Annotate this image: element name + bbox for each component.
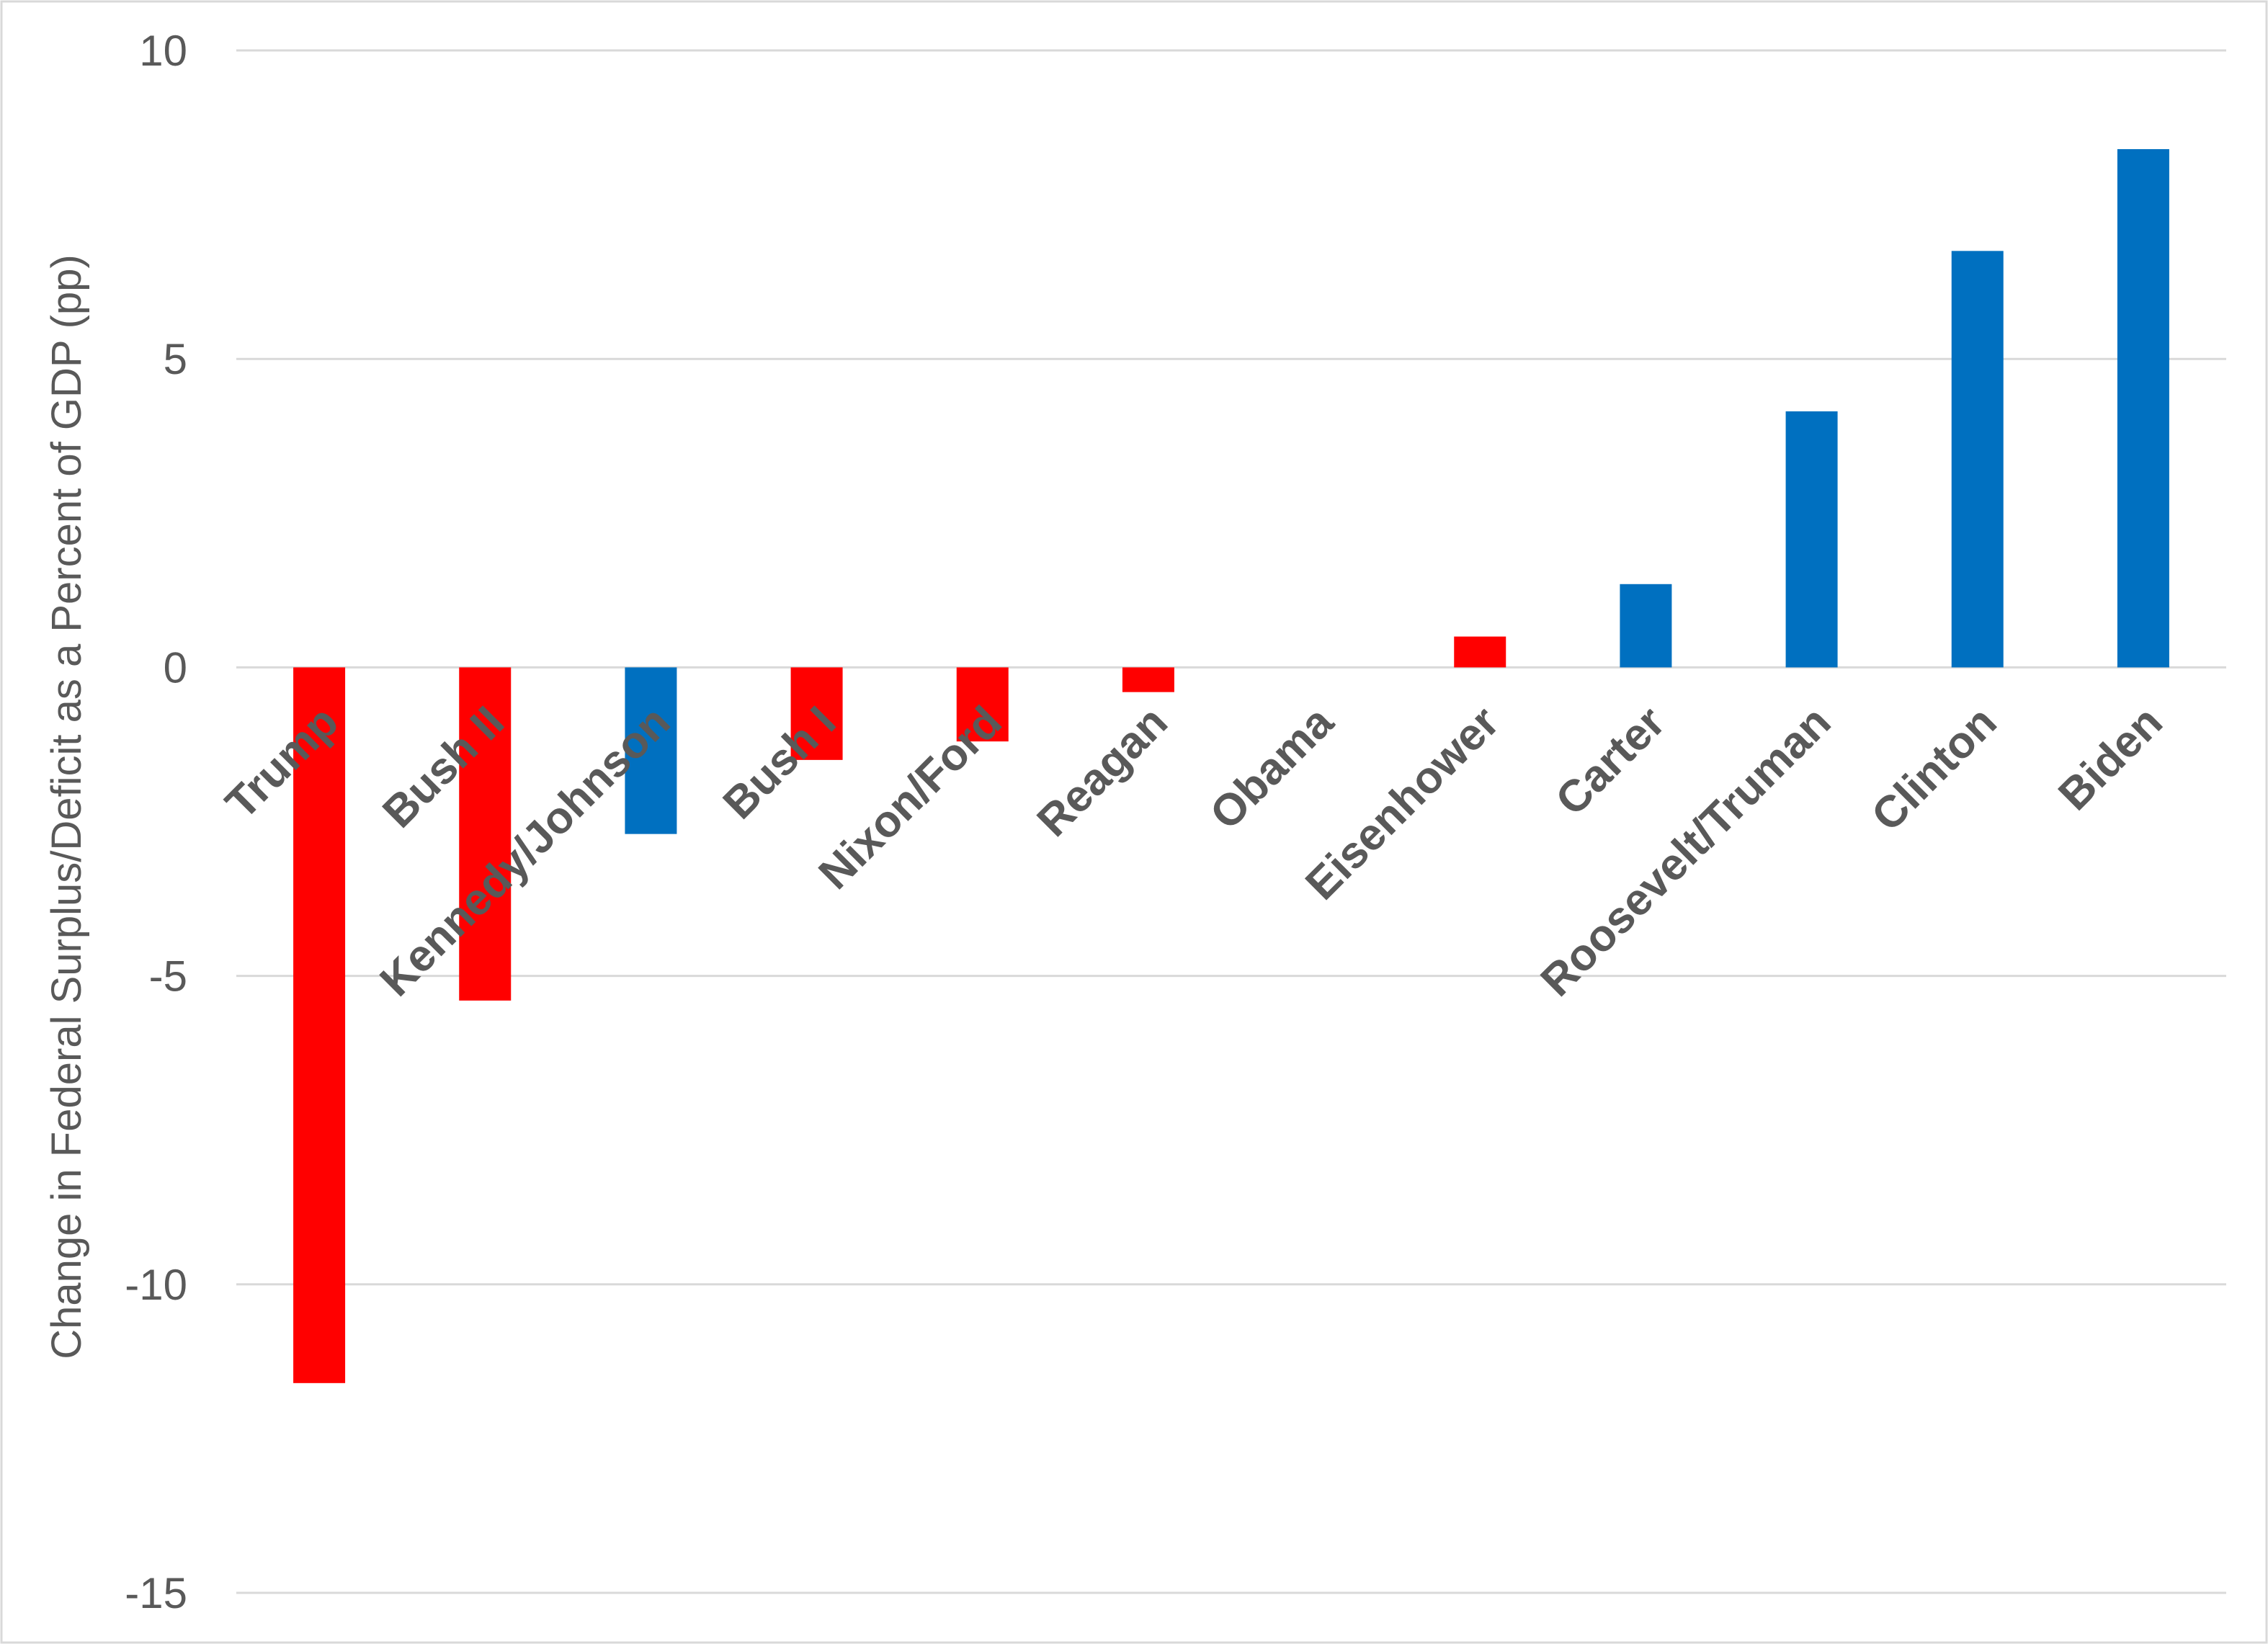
bars: [293, 149, 2169, 1383]
bar-bush-i: [790, 667, 843, 760]
category-label: Biden: [2049, 697, 2172, 821]
bar-carter: [1620, 584, 1672, 668]
y-tick-label: -5: [149, 952, 187, 1001]
bar-roosevelt-truman: [1785, 411, 1838, 668]
bar-eisenhower: [1454, 636, 1506, 668]
y-tick-label: -15: [125, 1569, 187, 1617]
bar-kennedy-johnson: [625, 667, 677, 834]
y-axis-ticks: 10 5 0 -5 -10 -15: [125, 27, 187, 1617]
bar-trump: [293, 667, 346, 1383]
category-label: Kennedy/Johnson: [371, 697, 680, 1006]
y-tick-label: 10: [139, 27, 187, 75]
y-tick-label: -10: [125, 1261, 187, 1309]
bar-clinton: [1951, 251, 2004, 668]
bar-biden: [2117, 149, 2169, 668]
category-label: Obama: [1201, 697, 1344, 839]
category-label: Roosevelt/Truman: [1532, 697, 1841, 1006]
bar-bush-ii: [459, 667, 512, 1001]
bar-reagan: [1122, 667, 1174, 692]
gridlines: [236, 49, 2226, 1594]
y-tick-label: 5: [164, 335, 187, 383]
category-label: Reagan: [1028, 697, 1177, 846]
category-label: Clinton: [1862, 697, 2006, 841]
category-label: Bush I: [714, 697, 846, 829]
y-axis-title: Change in Federal Surplus/Deficit as a P…: [43, 254, 90, 1359]
category-label: Carter: [1546, 697, 1674, 826]
bar-nixon-ford: [956, 667, 1009, 742]
y-tick-label: 0: [164, 643, 187, 692]
